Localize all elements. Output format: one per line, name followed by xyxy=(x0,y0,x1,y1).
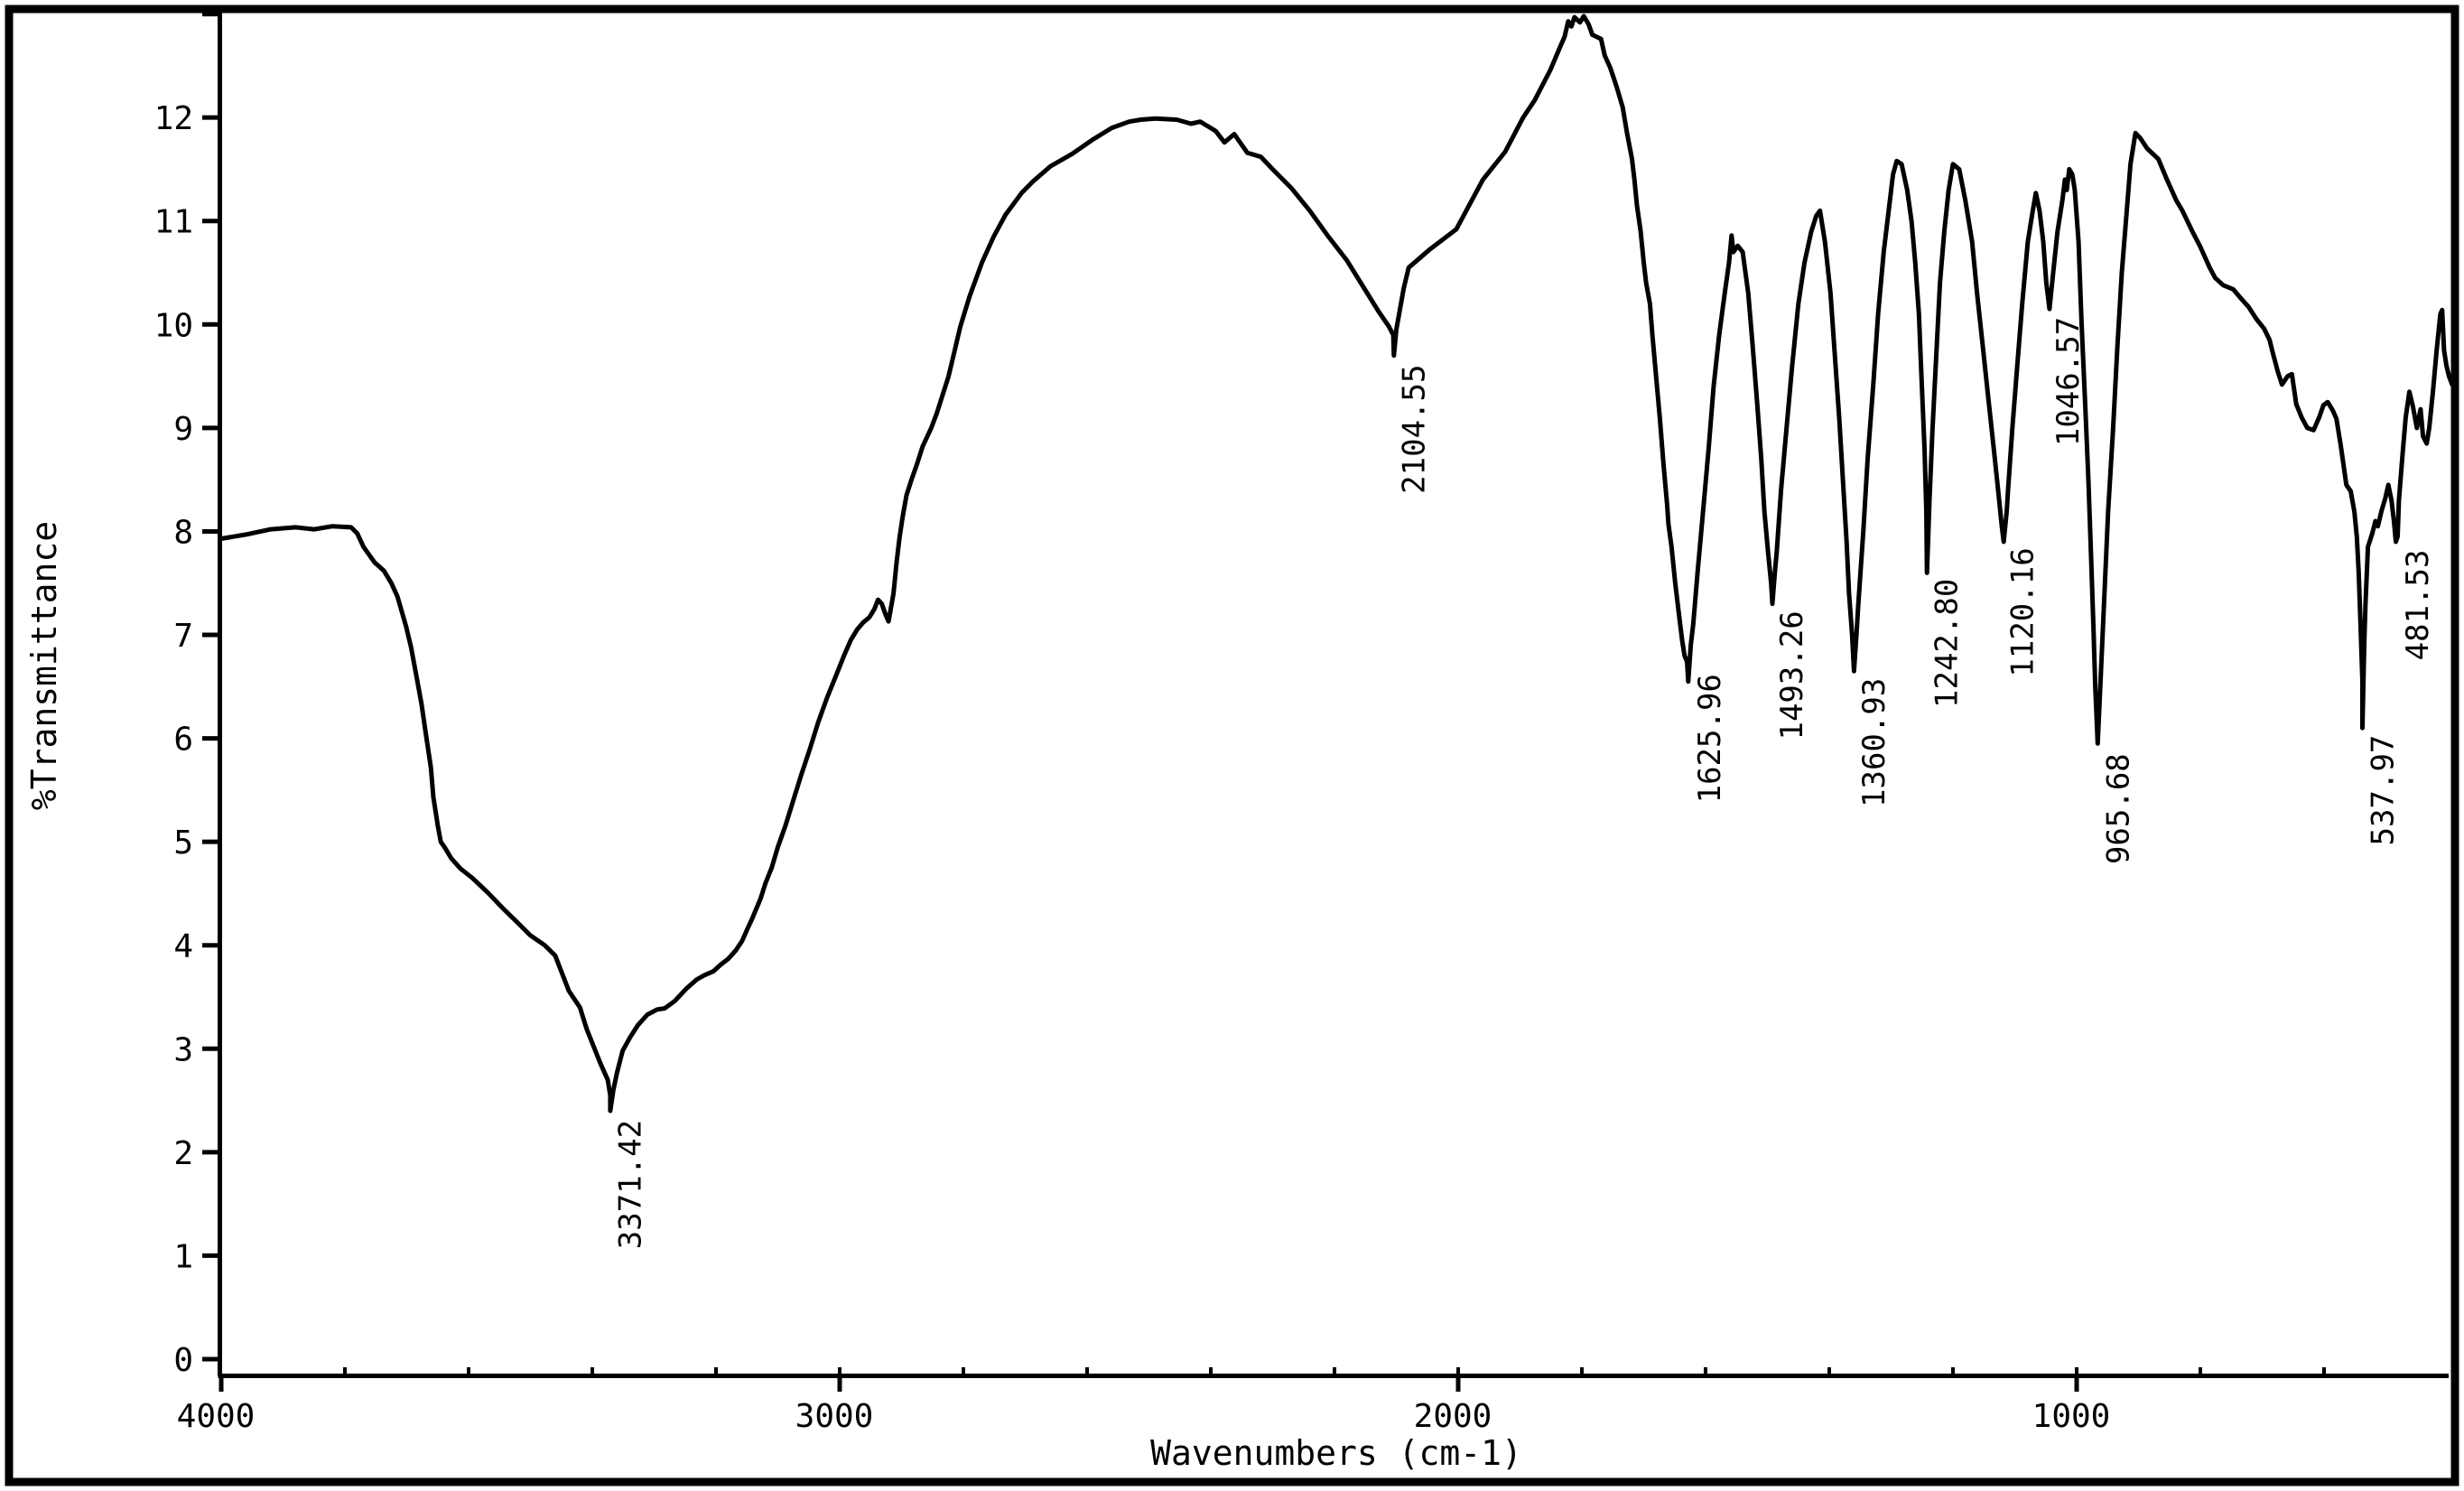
y-tick-label: 2 xyxy=(173,1135,193,1172)
peak-label: 1242.80 xyxy=(1929,579,1966,708)
y-axis-title: %Transmittance xyxy=(24,521,64,810)
y-tick-label: 4 xyxy=(173,928,193,965)
peak-wavenumber-labels: 3371.42 2104.55 1625.96 1493.26 1360.93 1242.… xyxy=(613,317,2437,1249)
y-tick-label: 1 xyxy=(173,1238,193,1275)
y-tick-label: 8 xyxy=(173,514,193,551)
x-tick-label: 1000 xyxy=(2032,1398,2111,1435)
y-tick-label: 7 xyxy=(173,618,193,655)
y-tick-label: 9 xyxy=(173,411,193,448)
x-tick-label: 3000 xyxy=(795,1398,874,1435)
peak-label: 1360.93 xyxy=(1856,678,1892,807)
y-tick-label: 3 xyxy=(173,1031,193,1068)
x-axis-title: Wavenumbers (cm-1) xyxy=(1150,1433,1522,1473)
peak-label: 3371.42 xyxy=(613,1120,649,1249)
axes xyxy=(202,12,2449,1392)
peak-label: 1120.16 xyxy=(2005,547,2041,676)
y-tick-label: 10 xyxy=(154,307,193,344)
y-tick-label: 12 xyxy=(154,100,193,137)
plot-border xyxy=(5,5,2459,1486)
peak-label: 481.53 xyxy=(2400,550,2436,661)
y-tick-label: 6 xyxy=(173,722,193,759)
spectrum-curve xyxy=(219,14,2455,1114)
peak-label: 965.68 xyxy=(2101,753,2137,864)
x-tick-label: 2000 xyxy=(1414,1398,1492,1435)
y-tick-label: 0 xyxy=(173,1342,193,1379)
y-tick-label: 11 xyxy=(154,204,193,241)
peak-label: 1046.57 xyxy=(2050,317,2087,446)
peak-label: 537.97 xyxy=(2365,735,2401,846)
spectrum-line xyxy=(219,14,2455,1114)
peak-label: 1493.26 xyxy=(1774,610,1810,740)
y-tick-label: 5 xyxy=(173,825,193,862)
peak-label: 2104.55 xyxy=(1396,365,1432,494)
peak-label: 1625.96 xyxy=(1692,674,1728,803)
x-tick-label: 4000 xyxy=(177,1398,256,1435)
